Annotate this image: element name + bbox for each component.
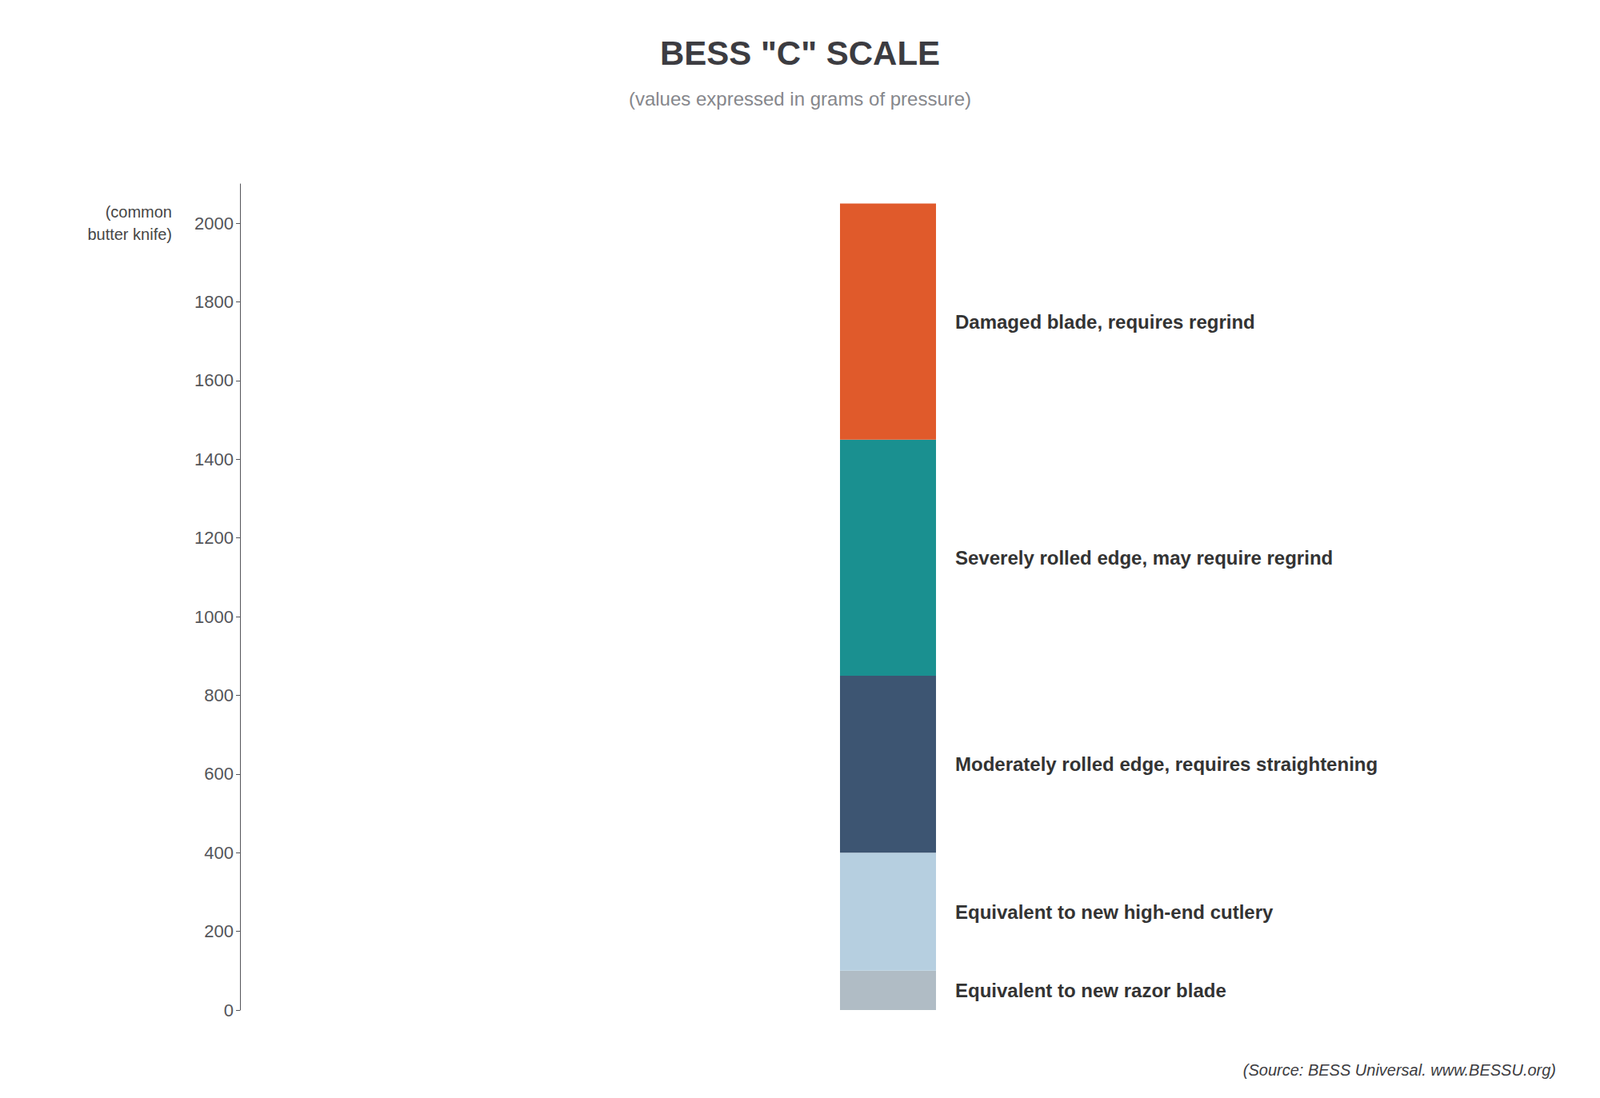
svg-text:Equivalent to new razor blade: Equivalent to new razor blade <box>955 980 1227 1002</box>
svg-text:Severely rolled edge, may requ: Severely rolled edge, may require regrin… <box>955 547 1333 569</box>
svg-text:Moderately rolled edge, requir: Moderately rolled edge, requires straigh… <box>955 753 1378 776</box>
svg-text:(values expressed in grams of: (values expressed in grams of pressure) <box>628 88 972 110</box>
svg-text:0: 0 <box>224 1000 234 1021</box>
svg-text:1800: 1800 <box>194 292 234 312</box>
svg-text:butter knife): butter knife) <box>87 225 172 244</box>
svg-text:BESS "C" SCALE: BESS "C" SCALE <box>660 34 940 72</box>
svg-text:Equivalent to new high-end cut: Equivalent to new high-end cutlery <box>955 901 1274 924</box>
svg-text:(Source: BESS Universal. www.B: (Source: BESS Universal. www.BESSU.org) <box>1243 1061 1556 1080</box>
svg-text:2000: 2000 <box>194 213 234 234</box>
svg-text:1200: 1200 <box>194 528 234 548</box>
svg-text:1400: 1400 <box>194 449 234 470</box>
svg-text:Damaged blade, requires regrin: Damaged blade, requires regrind <box>955 311 1256 333</box>
svg-text:200: 200 <box>204 921 234 942</box>
svg-text:600: 600 <box>204 764 234 784</box>
svg-text:(common: (common <box>105 203 172 221</box>
svg-text:400: 400 <box>204 843 234 864</box>
svg-text:800: 800 <box>204 685 234 706</box>
svg-text:1000: 1000 <box>194 607 234 628</box>
svg-text:1600: 1600 <box>194 370 234 391</box>
